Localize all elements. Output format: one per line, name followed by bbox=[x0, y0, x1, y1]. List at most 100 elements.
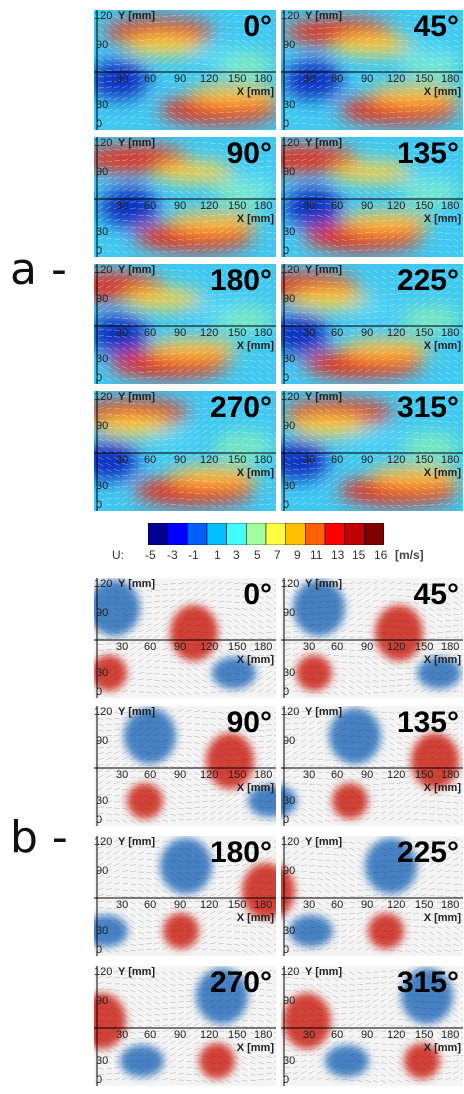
x-tick-label: 30 bbox=[116, 73, 129, 85]
y-tick-label: 30 bbox=[96, 925, 109, 937]
colorbar-tick: -3 bbox=[167, 548, 178, 562]
y-axis-label: Y [mm] bbox=[118, 264, 156, 276]
flow-field-a bbox=[281, 10, 463, 130]
x-tick-label: 90 bbox=[361, 641, 374, 653]
x-tick-label: 90 bbox=[361, 899, 374, 911]
x-tick-label: 150 bbox=[228, 73, 247, 85]
y-axis-label: Y [mm] bbox=[305, 836, 343, 848]
colorbar-segment bbox=[147, 522, 168, 546]
x-tick-label: 150 bbox=[228, 327, 247, 339]
y-tick-label: 90 bbox=[283, 865, 296, 877]
y-tick-label: 120 bbox=[94, 706, 113, 718]
x-tick-label: 120 bbox=[200, 327, 219, 339]
x-tick-label: 150 bbox=[415, 641, 434, 653]
y-axis-label: Y [mm] bbox=[118, 836, 156, 848]
x-axis-label: X [mm] bbox=[423, 467, 461, 479]
x-tick-label: 90 bbox=[361, 200, 374, 212]
phase-angle-label: 315° bbox=[396, 966, 459, 999]
x-tick-label: 30 bbox=[116, 769, 129, 781]
x-tick-label: 60 bbox=[331, 327, 344, 339]
colorbar-tick: 5 bbox=[254, 548, 261, 562]
colorbar-tick: 11 bbox=[310, 548, 323, 562]
x-tick-label: 120 bbox=[200, 1029, 219, 1041]
y-tick-label: 0 bbox=[283, 245, 290, 257]
x-tick-label: 150 bbox=[415, 73, 434, 85]
phase-angle-label: 180° bbox=[209, 836, 272, 869]
colorbar bbox=[147, 522, 385, 546]
colorbar-segment bbox=[246, 522, 267, 546]
flow-field-b bbox=[281, 836, 463, 956]
colorbar-tick: 1 bbox=[214, 548, 221, 562]
y-axis-label: Y [mm] bbox=[305, 966, 343, 978]
x-tick-label: 90 bbox=[174, 1029, 187, 1041]
x-tick-label: 150 bbox=[228, 641, 247, 653]
y-tick-label: 30 bbox=[96, 667, 109, 679]
y-tick-label: 90 bbox=[96, 995, 109, 1007]
y-tick-label: 0 bbox=[96, 686, 103, 698]
x-tick-label: 60 bbox=[144, 641, 157, 653]
x-tick-label: 60 bbox=[331, 769, 344, 781]
x-tick-label: 90 bbox=[361, 769, 374, 781]
colorbar-unit: [m/s] bbox=[395, 548, 424, 562]
x-tick-label: 180 bbox=[441, 769, 460, 781]
panel-a-7: 120 Y [mm] 90 30 0 30 60 90 120 150 180 X [mm] 315° bbox=[281, 391, 463, 511]
x-tick-label: 30 bbox=[116, 454, 129, 466]
flow-field-a bbox=[94, 391, 276, 511]
y-tick-label: 120 bbox=[94, 578, 113, 590]
x-tick-label: 180 bbox=[441, 327, 460, 339]
flow-field-a bbox=[281, 137, 463, 257]
y-tick-label: 30 bbox=[283, 353, 296, 365]
x-axis-label: X [mm] bbox=[423, 1042, 461, 1054]
x-tick-label: 30 bbox=[303, 899, 316, 911]
y-tick-label: 30 bbox=[283, 925, 296, 937]
y-tick-label: 120 bbox=[94, 264, 113, 276]
y-tick-label: 0 bbox=[96, 944, 103, 956]
x-tick-label: 180 bbox=[441, 641, 460, 653]
y-tick-label: 90 bbox=[96, 39, 109, 51]
panel-a-5: 120 Y [mm] 90 30 0 30 60 90 120 150 180 X [mm] 225° bbox=[281, 264, 463, 384]
y-tick-label: 0 bbox=[283, 814, 290, 826]
x-tick-label: 180 bbox=[254, 73, 273, 85]
x-tick-label: 90 bbox=[174, 327, 187, 339]
y-axis-label: Y [mm] bbox=[118, 391, 156, 403]
flow-field-b bbox=[94, 706, 276, 826]
x-axis-label: X [mm] bbox=[423, 86, 461, 98]
flow-field-b bbox=[281, 578, 463, 698]
flow-field-a bbox=[94, 10, 276, 130]
x-tick-label: 30 bbox=[303, 200, 316, 212]
y-tick-label: 30 bbox=[283, 795, 296, 807]
panel-b-3: 120 Y [mm] 90 30 0 30 60 90 120 150 180 X [mm] 135° bbox=[281, 706, 463, 826]
x-tick-label: 120 bbox=[200, 200, 219, 212]
section-a-label: a - bbox=[10, 244, 67, 295]
flow-field-b bbox=[94, 578, 276, 698]
x-tick-label: 150 bbox=[415, 454, 434, 466]
x-axis-label: X [mm] bbox=[423, 654, 461, 666]
x-axis-label: X [mm] bbox=[236, 340, 274, 352]
y-axis-label: Y [mm] bbox=[305, 391, 343, 403]
y-tick-label: 90 bbox=[96, 735, 109, 747]
y-tick-label: 30 bbox=[283, 226, 296, 238]
x-tick-label: 30 bbox=[116, 1029, 129, 1041]
y-tick-label: 90 bbox=[283, 39, 296, 51]
colorbar-tick: -1 bbox=[188, 548, 199, 562]
panel-a-4: 120 Y [mm] 90 30 0 30 60 90 120 150 180 X [mm] 180° bbox=[94, 264, 276, 384]
x-tick-label: 120 bbox=[387, 769, 406, 781]
y-axis-label: Y [mm] bbox=[118, 10, 156, 22]
colorbar-tick: 15 bbox=[352, 548, 366, 562]
y-tick-label: 120 bbox=[281, 391, 300, 403]
y-tick-label: 0 bbox=[96, 245, 103, 257]
x-tick-label: 180 bbox=[441, 200, 460, 212]
colorbar-segment bbox=[324, 522, 345, 546]
y-tick-label: 0 bbox=[283, 372, 290, 384]
x-tick-label: 120 bbox=[200, 899, 219, 911]
colorbar-segment bbox=[226, 522, 247, 546]
x-tick-label: 60 bbox=[331, 454, 344, 466]
x-tick-label: 180 bbox=[441, 1029, 460, 1041]
x-tick-label: 60 bbox=[331, 641, 344, 653]
x-tick-label: 150 bbox=[228, 454, 247, 466]
y-tick-label: 120 bbox=[94, 836, 113, 848]
x-tick-label: 180 bbox=[254, 899, 273, 911]
y-tick-label: 0 bbox=[96, 118, 103, 130]
phase-angle-label: 270° bbox=[209, 966, 272, 999]
colorbar-segment bbox=[305, 522, 326, 546]
